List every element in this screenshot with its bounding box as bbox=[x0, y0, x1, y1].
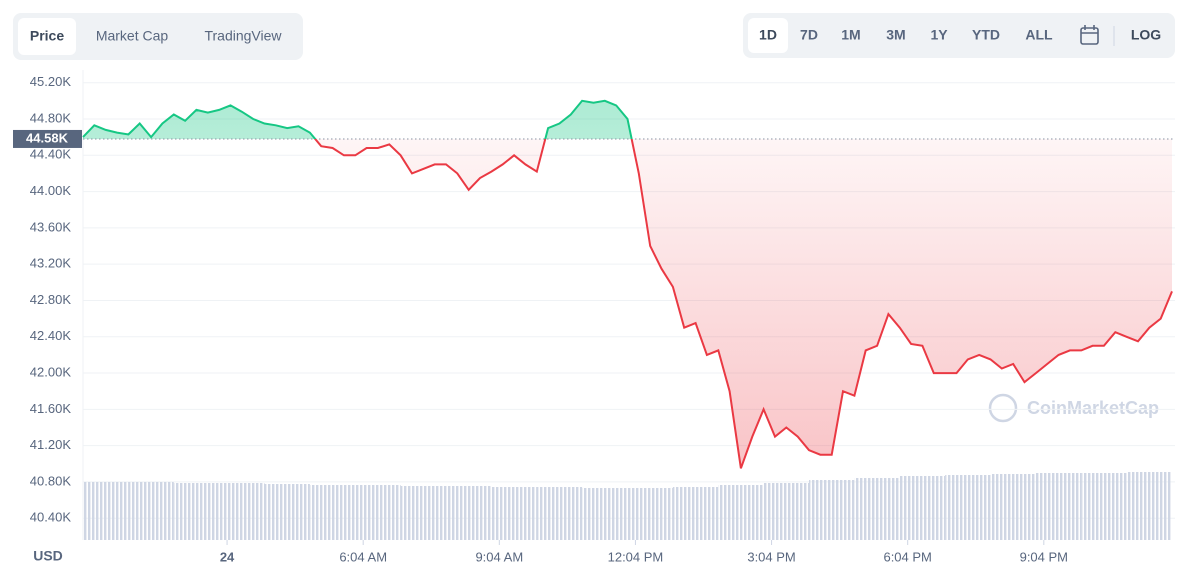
volume-bar bbox=[854, 478, 900, 540]
volume-bar bbox=[1126, 472, 1172, 540]
volume-bar bbox=[763, 483, 809, 540]
x-tick-label: 9:04 PM bbox=[1020, 549, 1068, 564]
calendar-icon[interactable] bbox=[1080, 25, 1099, 45]
currency-label: USD bbox=[33, 548, 63, 564]
volume-bar bbox=[400, 486, 446, 540]
y-tick-label: 44.80K bbox=[30, 110, 72, 125]
price-line-above bbox=[82, 99, 633, 139]
x-tick-label: 12:04 PM bbox=[608, 549, 664, 564]
volume-bar bbox=[128, 482, 174, 540]
y-tick-label: 42.40K bbox=[30, 328, 72, 343]
volume-bar bbox=[536, 487, 583, 540]
y-tick-label: 40.40K bbox=[30, 510, 72, 525]
y-tick-label: 43.60K bbox=[30, 219, 72, 234]
volume-bar bbox=[446, 486, 492, 540]
reference-label: 44.58K bbox=[26, 130, 69, 145]
volume-bar bbox=[355, 485, 401, 540]
reference-label-box bbox=[13, 129, 82, 148]
range-button[interactable]: YTD bbox=[972, 27, 1000, 43]
watermark: CoinMarketCap bbox=[988, 393, 1159, 423]
x-tick-label: 9:04 AM bbox=[475, 549, 523, 564]
y-tick-label: 44.00K bbox=[30, 183, 72, 198]
active-range bbox=[748, 18, 788, 53]
x-tick-label: 6:04 AM bbox=[339, 549, 387, 564]
volume-bar bbox=[718, 485, 764, 540]
volume-bar bbox=[582, 488, 628, 540]
volume-bar bbox=[173, 483, 220, 540]
active-tab bbox=[18, 18, 76, 55]
volume-bar bbox=[264, 484, 310, 540]
y-tick-label: 41.20K bbox=[30, 437, 72, 452]
y-tick-label: 44.40K bbox=[30, 147, 72, 162]
volume-bar bbox=[945, 475, 991, 540]
range-button[interactable]: 1M bbox=[841, 27, 860, 43]
y-tick-label: 45.20K bbox=[30, 74, 72, 89]
y-tick-label: 40.80K bbox=[30, 473, 72, 488]
ranges: 1D 7D 1M 3M 1Y YTD ALL bbox=[759, 27, 1053, 43]
range-button[interactable]: ALL bbox=[1025, 27, 1053, 43]
volume-bar bbox=[809, 480, 855, 540]
y-tick-label: 43.20K bbox=[30, 256, 72, 271]
volume-bar bbox=[1081, 473, 1127, 540]
watermark-text: CoinMarketCap bbox=[1027, 398, 1159, 418]
tab[interactable]: Price bbox=[30, 28, 64, 44]
volume-bar bbox=[1035, 473, 1082, 540]
x-tick-label: 24 bbox=[220, 549, 235, 564]
range-button[interactable]: 1Y bbox=[930, 27, 948, 43]
tab[interactable]: TradingView bbox=[204, 28, 282, 44]
range-group bbox=[743, 13, 1175, 58]
tab-group bbox=[13, 13, 303, 60]
volume-bar bbox=[309, 485, 356, 540]
plot: 40.40K 40.80K 41.20K 41.60K 42.00K 42.40K 42.8… bbox=[13, 70, 1175, 564]
range-button[interactable]: 1D bbox=[759, 27, 777, 43]
x-tick-label: 3:04 PM bbox=[747, 549, 795, 564]
range-button[interactable]: 7D bbox=[800, 27, 818, 43]
tab[interactable]: Market Cap bbox=[96, 28, 169, 44]
volume-bar bbox=[672, 487, 719, 540]
y-tick-label: 42.00K bbox=[30, 364, 72, 379]
volume-bar bbox=[627, 488, 673, 540]
area-below bbox=[83, 138, 1172, 469]
y-tick-label: 41.60K bbox=[30, 401, 72, 416]
range-button[interactable]: 3M bbox=[886, 27, 905, 43]
volume-bar bbox=[491, 487, 537, 540]
volume-bar bbox=[990, 474, 1036, 540]
x-tick-label: 6:04 PM bbox=[883, 549, 931, 564]
y-tick-label: 42.80K bbox=[30, 292, 72, 307]
price-line-below bbox=[313, 138, 1173, 469]
log-button[interactable]: LOG bbox=[1131, 27, 1161, 43]
volume-bar bbox=[899, 476, 946, 540]
volume-bar bbox=[219, 483, 265, 540]
volume-bar bbox=[83, 482, 129, 540]
